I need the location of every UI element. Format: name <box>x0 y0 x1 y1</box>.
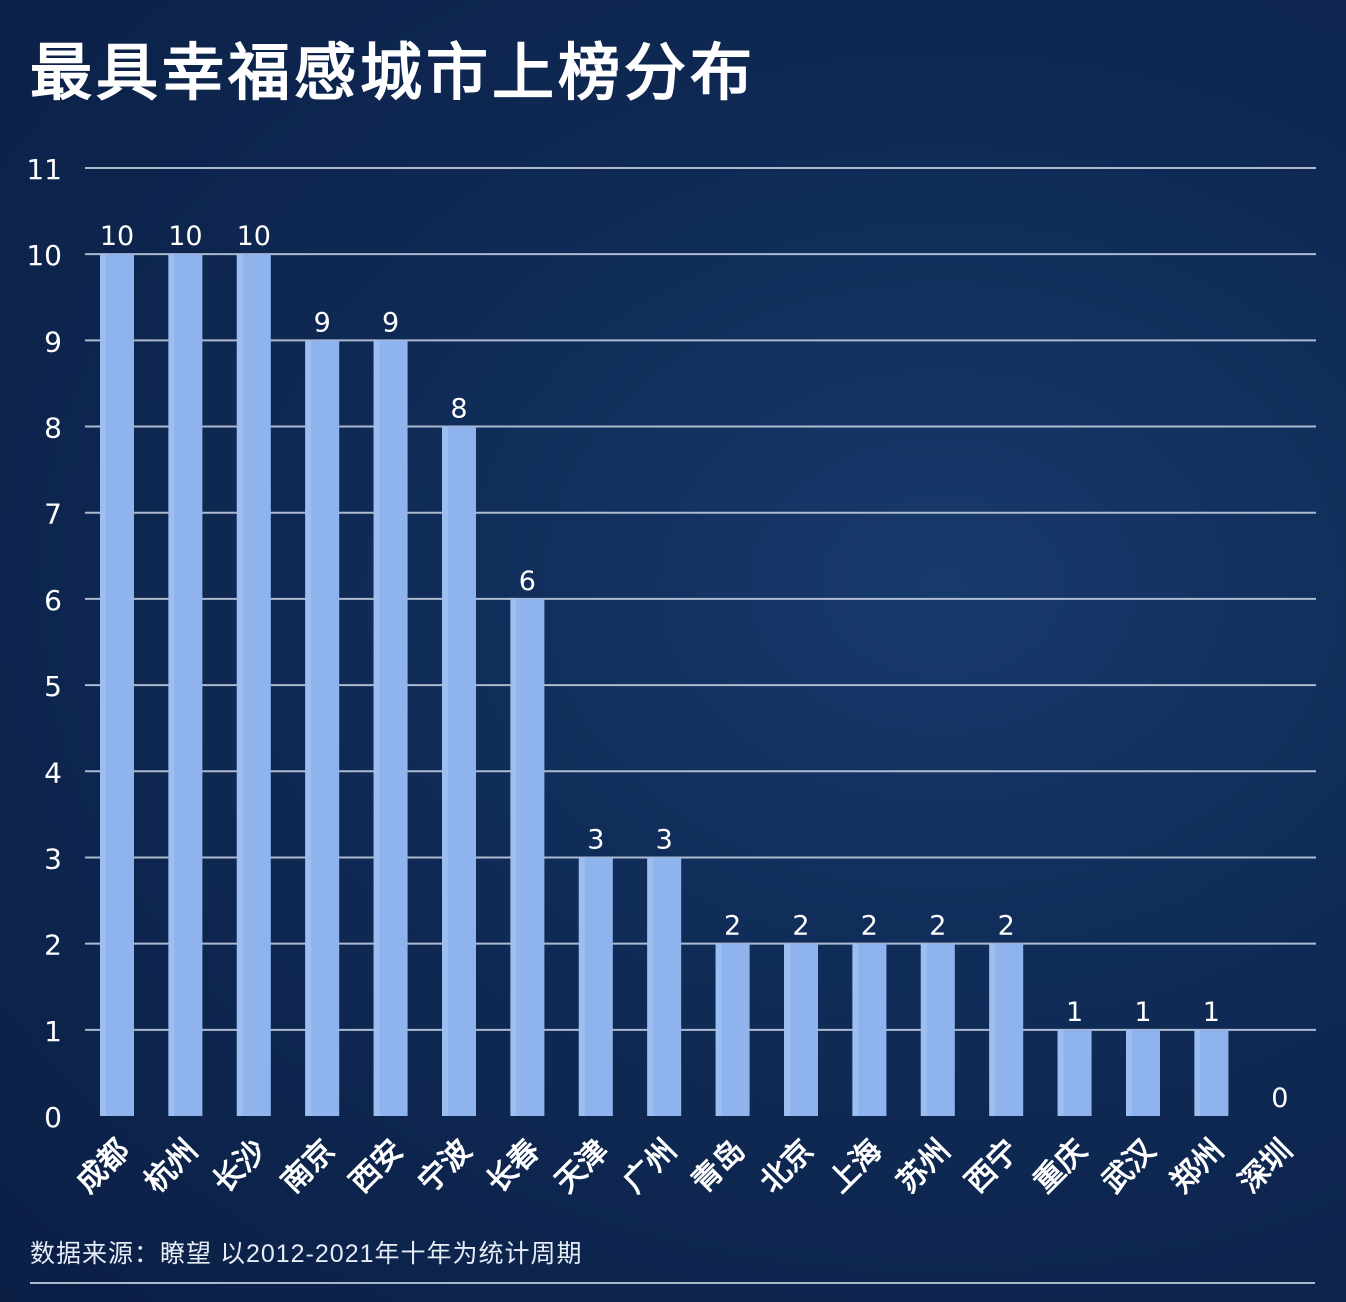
bar-value-label: 10 <box>168 221 202 252</box>
bar-value-label: 10 <box>100 221 134 252</box>
bar-value-label: 0 <box>1271 1083 1288 1114</box>
data-source-note: 数据来源：瞭望 以2012-2021年十年为统计周期 <box>30 1240 583 1268</box>
bar-value-label: 2 <box>792 911 809 942</box>
x-tick-label: 广州 <box>617 1133 684 1200</box>
bar-highlight <box>647 857 654 1116</box>
bar-value-label: 2 <box>861 911 878 942</box>
bar-highlight <box>510 598 517 1116</box>
x-tick-label: 宁波 <box>411 1132 479 1200</box>
x-tick-label: 深圳 <box>1232 1133 1299 1200</box>
footer-divider <box>30 1282 1315 1284</box>
bar-value-label: 3 <box>587 824 604 855</box>
bar-highlight <box>1126 1029 1132 1116</box>
x-tick-label: 武汉 <box>1095 1132 1163 1200</box>
x-tick-label: 青岛 <box>685 1133 752 1200</box>
chart-title: 最具幸福感城市上榜分布 <box>30 39 757 108</box>
bar-value-label: 2 <box>929 911 946 942</box>
y-tick-label: 6 <box>44 584 62 617</box>
bar-value-label: 8 <box>450 394 467 425</box>
bar-value-label: 1 <box>1066 997 1083 1028</box>
bar-value-label: 6 <box>519 566 536 597</box>
y-axis-ticks: 0 1 2 3 4 5 6 7 8 9 10 11 <box>26 153 62 1134</box>
bar-value-label: 9 <box>382 307 399 338</box>
bar-value-label: 3 <box>656 824 673 855</box>
bar-highlight <box>100 254 106 1116</box>
bar-value-label: 2 <box>724 911 741 942</box>
bar-highlight <box>373 340 380 1116</box>
x-tick-label: 杭州 <box>138 1133 205 1200</box>
bar-highlight <box>305 340 312 1116</box>
bar-highlight <box>578 857 585 1116</box>
x-tick-label: 重庆 <box>1027 1133 1094 1200</box>
x-tick-label: 长沙 <box>206 1133 273 1200</box>
bar-value-label: 2 <box>998 911 1015 942</box>
x-tick-label: 西安 <box>343 1133 410 1200</box>
y-tick-label: 1 <box>44 1015 62 1048</box>
x-tick-label: 成都 <box>69 1133 136 1200</box>
bar-highlight <box>852 943 859 1116</box>
x-tick-label: 南京 <box>275 1133 342 1200</box>
bar-highlight <box>168 254 175 1116</box>
y-tick-label: 2 <box>44 929 62 962</box>
y-tick-label: 10 <box>26 239 62 272</box>
x-tick-label: 西宁 <box>959 1133 1026 1200</box>
bars <box>100 254 1229 1117</box>
x-tick-label: 苏州 <box>890 1133 957 1200</box>
grid-lines <box>85 167 1316 1031</box>
bar-highlight <box>442 426 448 1117</box>
x-tick-label: 天津 <box>548 1133 615 1200</box>
bar-highlight <box>1057 1029 1064 1116</box>
y-tick-label: 8 <box>44 412 62 445</box>
y-tick-label: 7 <box>44 498 62 531</box>
bar-highlight <box>784 943 790 1116</box>
bar-highlight <box>715 943 722 1116</box>
bar-value-label: 1 <box>1203 997 1220 1028</box>
bar-value-label: 9 <box>314 307 331 338</box>
y-tick-label: 9 <box>44 325 62 358</box>
bar-highlight <box>989 943 996 1116</box>
y-tick-label: 0 <box>44 1101 62 1134</box>
x-tick-label: 上海 <box>822 1133 889 1200</box>
bar-highlight <box>920 943 927 1116</box>
bar-highlight <box>236 254 243 1116</box>
y-tick-label: 5 <box>44 670 62 703</box>
bar-chart: 01234567891011 10 10 109 9863 32 2 2 2 21 1 10 成都杭… <box>26 153 1316 1200</box>
bar-value-label: 1 <box>1134 997 1151 1028</box>
x-tick-label: 长春 <box>480 1133 547 1200</box>
y-tick-label: 11 <box>26 153 62 186</box>
bar-value-label: 10 <box>237 221 271 252</box>
x-tick-label: 郑州 <box>1164 1133 1231 1200</box>
x-axis-labels: 成都 杭州 长沙 南京 西安 宁波 长春 天津 广州 青岛 北京 上海 苏州 西宁 重庆 武汉 郑州 深圳 <box>69 1132 1299 1200</box>
x-tick-label: 北京 <box>753 1133 820 1200</box>
y-tick-label: 4 <box>44 756 62 789</box>
bar-highlight <box>1194 1029 1201 1116</box>
y-tick-label: 3 <box>44 842 62 875</box>
